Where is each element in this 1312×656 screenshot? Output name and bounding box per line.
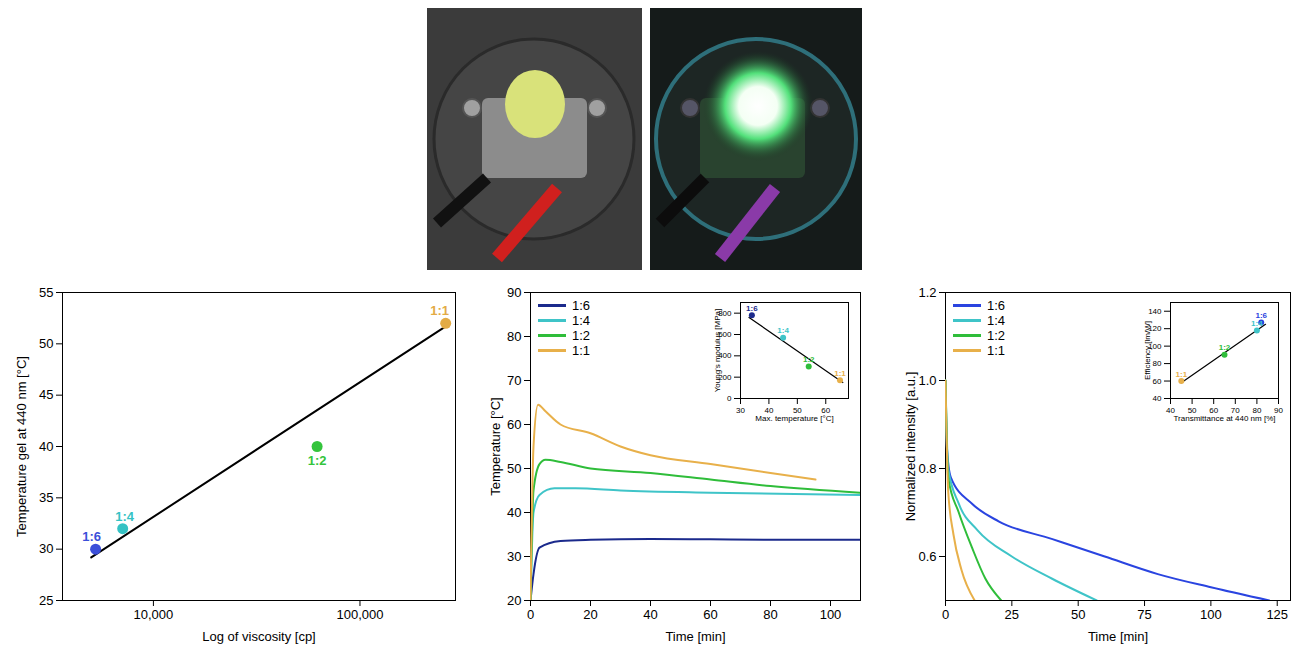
svg-text:Young's modulus [MPa]: Young's modulus [MPa]: [713, 309, 722, 393]
svg-text:Max. temperature [°C]: Max. temperature [°C]: [755, 414, 833, 423]
svg-text:50: 50: [1071, 607, 1085, 622]
svg-text:80: 80: [507, 329, 521, 344]
svg-text:0: 0: [942, 607, 949, 622]
svg-text:125: 125: [1266, 607, 1288, 622]
svg-text:90: 90: [507, 285, 521, 300]
svg-text:50: 50: [507, 461, 521, 476]
svg-text:70: 70: [507, 373, 521, 388]
svg-text:80: 80: [1153, 359, 1162, 368]
svg-text:30: 30: [39, 541, 53, 556]
svg-text:40: 40: [1153, 394, 1162, 403]
svg-text:100: 100: [1148, 341, 1162, 351]
svg-text:0: 0: [527, 607, 534, 622]
svg-text:Transmittance at 440 nm [%]: Transmittance at 440 nm [%]: [1174, 414, 1276, 423]
svg-text:1:1: 1:1: [430, 303, 449, 318]
svg-text:Temperature gel at 440 nm [°C]: Temperature gel at 440 nm [°C]: [14, 356, 29, 537]
svg-text:Time [min]: Time [min]: [1088, 629, 1148, 644]
svg-text:100: 100: [1200, 607, 1222, 622]
svg-text:50: 50: [39, 336, 53, 351]
svg-text:1.0: 1.0: [918, 373, 936, 388]
svg-text:Temperature [°C]: Temperature [°C]: [488, 397, 503, 495]
svg-text:60: 60: [703, 607, 717, 622]
html-text:1:1: 1:1: [987, 343, 1006, 358]
svg-text:1:4: 1:4: [1251, 319, 1263, 328]
svg-text:50: 50: [792, 406, 802, 416]
svg-text:1:2: 1:2: [803, 355, 815, 364]
svg-text:Efficiency [lm/W]: Efficiency [lm/W]: [1143, 321, 1152, 380]
svg-text:40: 40: [643, 607, 657, 622]
svg-text:60: 60: [1209, 406, 1219, 416]
svg-text:25: 25: [39, 593, 53, 608]
svg-text:20: 20: [507, 593, 521, 608]
svg-text:Normalized intensity [a.u.]: Normalized intensity [a.u.]: [903, 372, 918, 522]
svg-text:30: 30: [507, 549, 521, 564]
svg-text:1:4: 1:4: [115, 509, 135, 524]
svg-text:800: 800: [718, 308, 732, 318]
svg-text:60: 60: [821, 406, 831, 416]
svg-text:40: 40: [764, 406, 774, 416]
svg-text:200: 200: [718, 372, 732, 382]
svg-text:600: 600: [718, 330, 732, 340]
svg-text:Time [min]: Time [min]: [665, 629, 725, 644]
svg-text:100,000: 100,000: [336, 607, 383, 622]
svg-text:1:6: 1:6: [746, 304, 758, 313]
svg-text:55: 55: [39, 285, 53, 300]
svg-text:0: 0: [727, 394, 732, 403]
svg-text:25: 25: [1005, 607, 1019, 622]
svg-text:120: 120: [1148, 324, 1162, 334]
svg-text:1:4: 1:4: [777, 326, 789, 335]
html-text:1:2: 1:2: [987, 328, 1006, 343]
svg-text:75: 75: [1137, 607, 1151, 622]
svg-text:1:2: 1:2: [1219, 343, 1231, 352]
html-text:1:6: 1:6: [987, 298, 1006, 313]
svg-text:0.8: 0.8: [918, 461, 936, 476]
svg-text:20: 20: [583, 607, 597, 622]
svg-text:Log of viscosity [cp]: Log of viscosity [cp]: [202, 629, 315, 644]
svg-text:140: 140: [1148, 307, 1162, 316]
html-text:1:4: 1:4: [987, 313, 1006, 328]
svg-text:1.2: 1.2: [918, 285, 936, 300]
svg-text:80: 80: [1252, 406, 1262, 416]
html-text:1:4: 1:4: [572, 313, 591, 328]
svg-text:400: 400: [718, 351, 732, 361]
svg-text:1:1: 1:1: [1176, 370, 1188, 379]
svg-text:1:6: 1:6: [1255, 311, 1267, 320]
svg-text:40: 40: [1166, 406, 1175, 416]
svg-text:40: 40: [507, 505, 521, 520]
svg-text:10,000: 10,000: [134, 607, 174, 622]
svg-text:45: 45: [39, 387, 53, 402]
svg-text:35: 35: [39, 490, 53, 505]
svg-text:1:6: 1:6: [82, 529, 101, 544]
svg-text:50: 50: [1187, 406, 1197, 416]
html-text:1:2: 1:2: [572, 328, 591, 343]
svg-text:80: 80: [763, 607, 777, 622]
svg-text:90: 90: [1274, 406, 1283, 416]
svg-text:0.6: 0.6: [918, 549, 936, 564]
svg-text:40: 40: [39, 439, 53, 454]
svg-text:1:2: 1:2: [308, 453, 327, 468]
svg-text:30: 30: [736, 406, 745, 415]
html-text:1:6: 1:6: [572, 298, 591, 313]
svg-text:60: 60: [1153, 377, 1162, 386]
svg-text:1:1: 1:1: [834, 369, 846, 378]
svg-text:60: 60: [507, 417, 521, 432]
svg-text:100: 100: [820, 607, 842, 622]
svg-text:70: 70: [1230, 406, 1240, 416]
html-text:1:1: 1:1: [572, 343, 591, 358]
